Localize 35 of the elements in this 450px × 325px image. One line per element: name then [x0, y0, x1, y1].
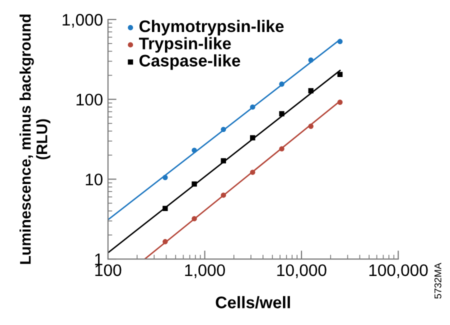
point: [192, 148, 197, 153]
point: [192, 181, 197, 187]
point: [250, 170, 256, 175]
text: 5732MA: [434, 262, 442, 299]
point: [337, 38, 343, 44]
point: [308, 88, 314, 94]
point: [250, 135, 256, 140]
x-tick-label: 10,000: [277, 264, 326, 278]
legend-label: Trypsin-like: [138, 37, 231, 53]
point: [279, 111, 284, 116]
point: [308, 58, 314, 63]
x-tick-label: 1,000: [185, 264, 225, 278]
point: [220, 158, 226, 164]
y-tick-label: 1,000: [62, 14, 102, 28]
y-tick-label: 10: [86, 174, 102, 186]
point: [162, 239, 168, 244]
point: [337, 100, 343, 105]
x-tick-label: 100,000: [369, 264, 428, 278]
point: [192, 216, 197, 222]
y-tick-label: 100: [76, 94, 102, 106]
point: [162, 206, 168, 212]
point: [250, 104, 256, 110]
point: [220, 126, 226, 132]
point: [279, 82, 284, 87]
legend-label: Chymotrypsin-like: [139, 20, 284, 36]
point: [279, 146, 284, 152]
point: [337, 72, 343, 78]
x-tick-label: 100: [95, 264, 122, 276]
legend-label: Caspase-like: [139, 54, 240, 70]
x-axis-title: Cells/well: [216, 296, 290, 308]
point: [308, 124, 314, 129]
point: [162, 174, 168, 180]
y-tick-label: 1: [95, 254, 102, 266]
y-axis-title: Luminescence, minus background (RLU): [20, 14, 50, 264]
point: [220, 192, 226, 198]
